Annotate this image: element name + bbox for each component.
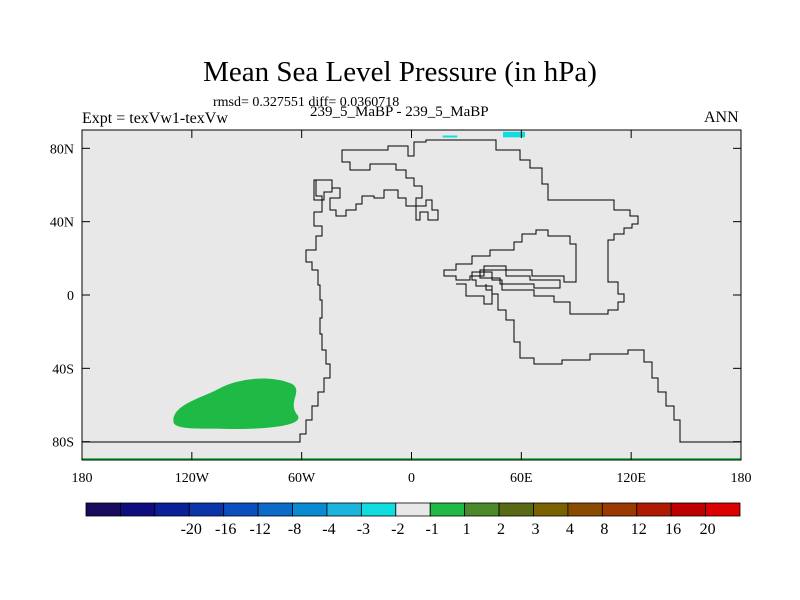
colorbar-swatch [154, 502, 190, 517]
colorbar-label: 3 [531, 521, 539, 538]
season-label: ANN [704, 109, 739, 126]
colorbar-swatch [601, 502, 638, 517]
colorbar-swatch [395, 502, 431, 517]
colorbar-swatch [257, 502, 293, 517]
colorbar-label: -12 [249, 521, 270, 538]
colorbar-swatch [120, 502, 156, 517]
x-tick-label: 120W [175, 471, 210, 486]
y-tick-label: 80S [52, 436, 74, 451]
anomaly-arctic-negative [503, 131, 525, 138]
colorbar-swatch [636, 502, 672, 517]
y-tick-label: 80N [50, 142, 74, 157]
chart-subtitle: rmsd= 0.327551 diff= 0.0360718 [213, 95, 400, 110]
colorbar-label: -8 [288, 521, 301, 538]
colorbar-label: 12 [631, 521, 647, 538]
x-tick-label: 180 [731, 471, 752, 486]
coastline-layer [82, 139, 741, 443]
chart-title: Mean Sea Level Pressure (in hPa) [203, 56, 597, 88]
coastline-south-loop [456, 283, 493, 305]
colorbar-swatch [85, 502, 121, 517]
x-tick-label: 60E [510, 471, 533, 486]
colorbar-label: 20 [700, 521, 716, 538]
colorbar-swatch [429, 502, 466, 517]
x-tick-label: 0 [408, 471, 415, 486]
colorbar-swatch [464, 502, 500, 517]
anomaly-south-pacific-positive [173, 378, 299, 430]
coastline-peninsula [479, 269, 561, 289]
y-tick-label: 40N [50, 216, 74, 231]
colorbar-label: 8 [600, 521, 608, 538]
colorbar: -20 -16 -12 -8 -4 -3 -2 -1 1 2 3 4 8 12 16 20 [85, 502, 741, 538]
colorbar-swatch [223, 502, 259, 517]
colorbar-label: -4 [322, 521, 335, 538]
x-axis: 180 120W 60W 0 60E 120E 180 [72, 130, 752, 486]
colorbar-swatch [188, 502, 225, 517]
x-tick-label: 180 [72, 471, 93, 486]
colorbar-swatch [670, 502, 706, 517]
colorbar-swatch [705, 502, 741, 517]
colorbar-label: 1 [463, 521, 471, 538]
coastline-americas [82, 139, 741, 443]
x-tick-label: 120E [616, 471, 646, 486]
colorbar-label: -2 [391, 521, 404, 538]
colorbar-label: -1 [426, 521, 439, 538]
colorbar-swatch [292, 502, 328, 517]
colorbar-swatch [567, 502, 603, 517]
case-label: 239_5_MaBP - 239_5_MaBP [310, 104, 489, 120]
colorbar-swatch [533, 502, 569, 517]
y-tick-label: 0 [67, 289, 74, 304]
anomaly-arctic-small-negative [442, 135, 458, 138]
colorbar-swatch [360, 502, 397, 517]
colorbar-label: 2 [497, 521, 505, 538]
y-tick-label: 40S [52, 362, 74, 377]
x-tick-label: 60W [288, 471, 316, 486]
coastline-inner-sea [443, 229, 577, 283]
experiment-label: Expt = texVw1-texVw [82, 110, 228, 127]
y-axis: 80N 40N 0 40S 80S [50, 142, 741, 451]
colorbar-label: -16 [215, 521, 236, 538]
colorbar-label: -3 [357, 521, 370, 538]
colorbar-swatch [498, 502, 534, 517]
coastline-europe-island [415, 199, 439, 221]
colorbar-label: -20 [181, 521, 202, 538]
colorbar-swatch [326, 502, 362, 517]
colorbar-label: 16 [665, 521, 681, 538]
coastline-greenland [313, 179, 333, 201]
colorbar-label: 4 [566, 521, 574, 538]
